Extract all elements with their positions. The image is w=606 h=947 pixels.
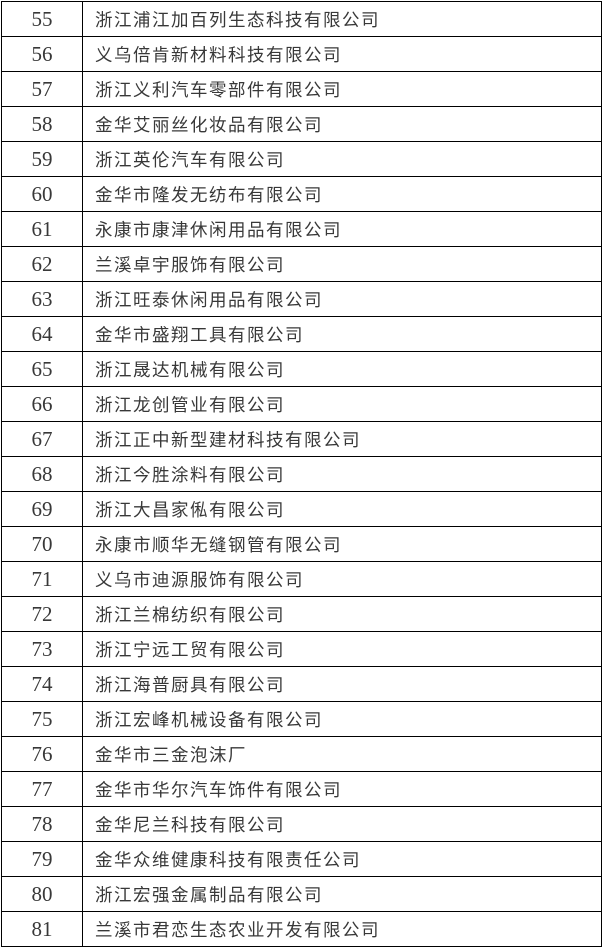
row-number-cell: 60 (1, 176, 83, 212)
company-name-cell: 浙江海普厨具有限公司 (82, 666, 602, 702)
table-row: 60 金华市隆发无纺布有限公司 (1, 176, 602, 212)
row-number-cell: 77 (1, 771, 83, 807)
table-row: 61 永康市康津休闲用品有限公司 (1, 211, 602, 247)
table-row: 77 金华市华尔汽车饰件有限公司 (1, 771, 602, 807)
row-number-cell: 66 (1, 386, 83, 422)
table-row: 57 浙江义利汽车零部件有限公司 (1, 71, 602, 107)
table-row: 69 浙江大昌家俬有限公司 (1, 491, 602, 527)
company-name-cell: 浙江宁远工贸有限公司 (82, 631, 602, 667)
row-number-cell: 70 (1, 526, 83, 562)
row-number-cell: 74 (1, 666, 83, 702)
table-row: 80 浙江宏强金属制品有限公司 (1, 876, 602, 912)
table-row: 81 兰溪市君恋生态农业开发有限公司 (1, 911, 602, 947)
company-name-cell: 浙江旺泰休闲用品有限公司 (82, 281, 602, 317)
table-row: 75 浙江宏峰机械设备有限公司 (1, 701, 602, 737)
company-name-cell: 兰溪卓宇服饰有限公司 (82, 246, 602, 282)
table-row: 55 浙江浦江加百列生态科技有限公司 (1, 1, 602, 37)
table-row: 74 浙江海普厨具有限公司 (1, 666, 602, 702)
table-row: 63 浙江旺泰休闲用品有限公司 (1, 281, 602, 317)
row-number-cell: 61 (1, 211, 83, 247)
table-row: 68 浙江今胜涂料有限公司 (1, 456, 602, 492)
table-row: 58 金华艾丽丝化妆品有限公司 (1, 106, 602, 142)
row-number-cell: 59 (1, 141, 83, 177)
table-row: 59 浙江英伦汽车有限公司 (1, 141, 602, 177)
row-number-cell: 58 (1, 106, 83, 142)
row-number-cell: 81 (1, 911, 83, 947)
table-row: 65 浙江晟达机械有限公司 (1, 351, 602, 387)
row-number-cell: 80 (1, 876, 83, 912)
company-name-cell: 浙江浦江加百列生态科技有限公司 (82, 1, 602, 37)
company-name-cell: 金华市隆发无纺布有限公司 (82, 176, 602, 212)
company-name-cell: 浙江今胜涂料有限公司 (82, 456, 602, 492)
table-row: 66 浙江龙创管业有限公司 (1, 386, 602, 422)
company-name-cell: 浙江龙创管业有限公司 (82, 386, 602, 422)
table-row: 64 金华市盛翔工具有限公司 (1, 316, 602, 352)
company-name-cell: 义乌倍肯新材料科技有限公司 (82, 36, 602, 72)
company-name-cell: 浙江宏强金属制品有限公司 (82, 876, 602, 912)
row-number-cell: 62 (1, 246, 83, 282)
row-number-cell: 71 (1, 561, 83, 597)
company-name-cell: 永康市康津休闲用品有限公司 (82, 211, 602, 247)
company-name-cell: 浙江晟达机械有限公司 (82, 351, 602, 387)
company-name-cell: 金华众维健康科技有限责任公司 (82, 841, 602, 877)
row-number-cell: 57 (1, 71, 83, 107)
company-name-cell: 金华尼兰科技有限公司 (82, 806, 602, 842)
row-number-cell: 76 (1, 736, 83, 772)
table-row: 71 义乌市迪源服饰有限公司 (1, 561, 602, 597)
row-number-cell: 64 (1, 316, 83, 352)
company-name-cell: 浙江英伦汽车有限公司 (82, 141, 602, 177)
company-name-cell: 兰溪市君恋生态农业开发有限公司 (82, 911, 602, 947)
row-number-cell: 78 (1, 806, 83, 842)
row-number-cell: 56 (1, 36, 83, 72)
company-name-cell: 金华市华尔汽车饰件有限公司 (82, 771, 602, 807)
row-number-cell: 68 (1, 456, 83, 492)
row-number-cell: 69 (1, 491, 83, 527)
row-number-cell: 67 (1, 421, 83, 457)
table-row: 62 兰溪卓宇服饰有限公司 (1, 246, 602, 282)
table-row: 56 义乌倍肯新材料科技有限公司 (1, 36, 602, 72)
row-number-cell: 79 (1, 841, 83, 877)
table-row: 67 浙江正中新型建材科技有限公司 (1, 421, 602, 457)
company-name-cell: 金华市三金泡沫厂 (82, 736, 602, 772)
row-number-cell: 73 (1, 631, 83, 667)
company-name-cell: 永康市顺华无缝钢管有限公司 (82, 526, 602, 562)
table-row: 70 永康市顺华无缝钢管有限公司 (1, 526, 602, 562)
company-name-cell: 浙江大昌家俬有限公司 (82, 491, 602, 527)
company-name-cell: 浙江宏峰机械设备有限公司 (82, 701, 602, 737)
company-name-cell: 金华市盛翔工具有限公司 (82, 316, 602, 352)
company-name-cell: 金华艾丽丝化妆品有限公司 (82, 106, 602, 142)
company-name-cell: 浙江义利汽车零部件有限公司 (82, 71, 602, 107)
row-number-cell: 72 (1, 596, 83, 632)
row-number-cell: 63 (1, 281, 83, 317)
row-number-cell: 75 (1, 701, 83, 737)
table-row: 72 浙江兰棉纺织有限公司 (1, 596, 602, 632)
table-row: 76 金华市三金泡沫厂 (1, 736, 602, 772)
company-name-cell: 义乌市迪源服饰有限公司 (82, 561, 602, 597)
row-number-cell: 65 (1, 351, 83, 387)
company-name-cell: 浙江兰棉纺织有限公司 (82, 596, 602, 632)
table-row: 78 金华尼兰科技有限公司 (1, 806, 602, 842)
row-number-cell: 55 (1, 1, 83, 37)
table-row: 73 浙江宁远工贸有限公司 (1, 631, 602, 667)
table-row: 79 金华众维健康科技有限责任公司 (1, 841, 602, 877)
company-name-cell: 浙江正中新型建材科技有限公司 (82, 421, 602, 457)
